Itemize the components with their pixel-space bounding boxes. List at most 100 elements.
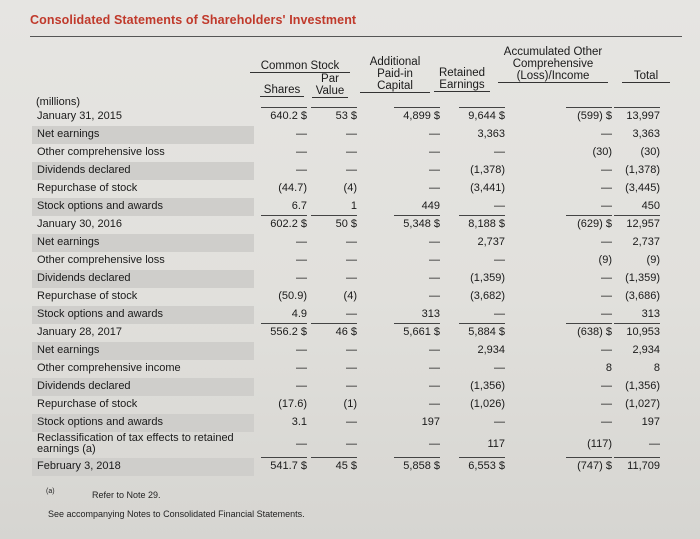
row-label: Dividends declared — [37, 380, 131, 392]
row-label: Other comprehensive loss — [37, 254, 165, 266]
cell-re: — — [494, 308, 505, 320]
cell-total: 2,934 — [632, 344, 660, 356]
cell-total: 2,737 — [632, 236, 660, 248]
cell-re: — — [494, 200, 505, 212]
cell-par: 46 $ — [335, 326, 357, 338]
cell-apic: — — [429, 236, 440, 248]
subtotal-rule — [566, 323, 612, 324]
top-rule — [30, 36, 682, 37]
cell-re: 2,934 — [477, 344, 505, 356]
cell-total: — — [649, 438, 660, 450]
row-label: Dividends declared — [37, 272, 131, 284]
row-label: January 30, 2016 — [37, 218, 123, 230]
row-shade — [32, 378, 254, 396]
cell-aoci: — — [601, 200, 612, 212]
subtotal-rule — [311, 457, 357, 458]
cell-aoci: — — [601, 236, 612, 248]
row-label: Repurchase of stock — [37, 398, 138, 410]
balance-row: January 28, 2017 556.2 $ 46 $ 5,661 $ 5,884 … — [0, 324, 700, 342]
cell-aoci: — — [601, 344, 612, 356]
row-shade — [32, 342, 254, 360]
cell-par: — — [346, 236, 357, 248]
cell-apic: 5,348 $ — [403, 218, 440, 230]
cell-re: 6,553 $ — [468, 460, 505, 472]
table-row: Other comprehensive loss — — — — (30) (30) — [0, 144, 700, 162]
cell-shares: — — [296, 362, 307, 374]
cell-par: — — [346, 380, 357, 392]
row-label: February 3, 2018 — [37, 460, 121, 472]
cell-total: (3,445) — [625, 182, 660, 194]
row-label: Other comprehensive loss — [37, 146, 165, 158]
cell-shares: (44.7) — [278, 182, 307, 194]
subtotal-rule — [394, 323, 440, 324]
cell-shares: 3.1 — [291, 416, 307, 428]
cell-apic: 313 — [421, 308, 440, 320]
cell-re: 9,644 $ — [468, 110, 505, 122]
table-row: Other comprehensive loss — — — — (9) (9) — [0, 252, 700, 270]
cell-re: (1,356) — [470, 380, 505, 392]
row-shade — [32, 198, 254, 216]
cell-par: — — [346, 164, 357, 176]
row-label: Dividends declared — [37, 164, 131, 176]
cell-apic: — — [429, 164, 440, 176]
table-row: Dividends declared — — — (1,359) — (1,359) — [0, 270, 700, 288]
row-label: Net earnings — [37, 128, 100, 140]
cell-total: 11,709 — [627, 460, 660, 472]
cell-apic: — — [429, 344, 440, 356]
table-row: Repurchase of stock (50.9) (4) — (3,682) — (3,… — [0, 288, 700, 306]
cell-aoci: (117) — [587, 438, 612, 450]
row-shade — [32, 126, 254, 144]
cell-aoci: — — [601, 164, 612, 176]
row-label: Reclassification of tax effects to retai… — [37, 432, 234, 455]
table-row: Stock options and awards 3.1 — 197 — — 197 — [0, 414, 700, 432]
subtotal-rule — [614, 323, 660, 324]
table-row: Stock options and awards 6.7 1 449 — — 450 — [0, 198, 700, 216]
table-row: Repurchase of stock (17.6) (1) — (1,026) — (1,… — [0, 396, 700, 414]
cell-par: 1 — [350, 200, 357, 212]
cell-re: (3,682) — [470, 290, 505, 302]
cell-par: — — [346, 362, 357, 374]
row-label: Net earnings — [37, 344, 100, 356]
cell-apic: — — [429, 290, 440, 302]
balance-row: January 31, 2015 640.2 $ 53 $ 4,899 $ 9,644 … — [0, 108, 700, 126]
subtotal-rule — [261, 215, 307, 216]
cell-par: (4) — [343, 290, 357, 302]
cell-re: (1,378) — [470, 164, 505, 176]
cell-re: 2,737 — [477, 236, 505, 248]
header-par-value: Par Value — [312, 73, 348, 98]
table-row: Dividends declared — — — (1,378) — (1,378) — [0, 162, 700, 180]
cell-total: 450 — [641, 200, 660, 212]
row-label: Repurchase of stock — [37, 290, 138, 302]
cell-par: 45 $ — [335, 460, 357, 472]
cell-total: 8 — [653, 362, 660, 374]
header-aoci: Accumulated Other Comprehensive (Loss)/I… — [498, 46, 608, 83]
row-shade — [32, 234, 254, 252]
row-shade — [32, 306, 254, 324]
cell-par: — — [346, 254, 357, 266]
cell-aoci: — — [601, 398, 612, 410]
subtotal-rule — [566, 107, 612, 108]
cell-aoci: (30) — [592, 146, 612, 158]
table-row: Repurchase of stock (44.7) (4) — (3,441) — (3,… — [0, 180, 700, 198]
cell-total: (1,027) — [625, 398, 660, 410]
footnote-text: Refer to Note 29. — [92, 490, 161, 500]
cell-shares: 6.7 — [291, 200, 307, 212]
subtotal-rule — [614, 457, 660, 458]
cell-shares: — — [296, 164, 307, 176]
subtotal-rule — [566, 457, 612, 458]
cell-apic: — — [429, 362, 440, 374]
cell-total: (9) — [646, 254, 660, 266]
cell-aoci: — — [601, 290, 612, 302]
cell-par: — — [346, 308, 357, 320]
cell-par: (1) — [343, 398, 357, 410]
cell-par: — — [346, 416, 357, 428]
subtotal-rule — [311, 323, 357, 324]
cell-shares: 4.9 — [291, 308, 307, 320]
cell-total: 313 — [641, 308, 660, 320]
cell-total: 13,997 — [626, 110, 660, 122]
cell-par: — — [346, 438, 357, 450]
cell-total: (30) — [640, 146, 660, 158]
subtotal-rule — [459, 107, 505, 108]
subtotal-rule — [614, 215, 660, 216]
